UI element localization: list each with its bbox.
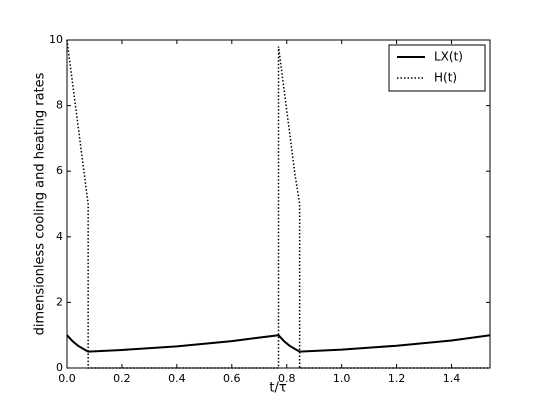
y-tick-label: 2: [56, 295, 63, 308]
legend-label: H(t): [434, 71, 457, 85]
x-tick-label: 0.4: [168, 372, 186, 385]
plot-frame: [66, 39, 491, 369]
y-tick-label: 6: [56, 164, 63, 177]
y-tick-label: 10: [49, 33, 63, 46]
series-line: [66, 39, 490, 369]
x-tick-label: 0.8: [278, 372, 296, 385]
x-axis-label: t/τ: [269, 381, 286, 396]
x-tick-label: 1.0: [333, 372, 351, 385]
y-tick-label: 8: [56, 99, 63, 112]
x-tick-label: 0.0: [58, 372, 76, 385]
x-tick-label: 0.2: [113, 372, 131, 385]
y-tick-label: 0: [56, 361, 63, 374]
x-tick-label: 1.4: [443, 372, 461, 385]
legend-label: LX(t): [434, 50, 463, 64]
series-line: [66, 334, 491, 353]
x-tick-label: 0.6: [223, 372, 241, 385]
y-axis-label: dimensionless cooling and heating rates: [33, 72, 48, 335]
y-tick-label: 4: [56, 230, 63, 243]
x-tick-label: 1.2: [388, 372, 406, 385]
legend-box: [388, 44, 486, 92]
